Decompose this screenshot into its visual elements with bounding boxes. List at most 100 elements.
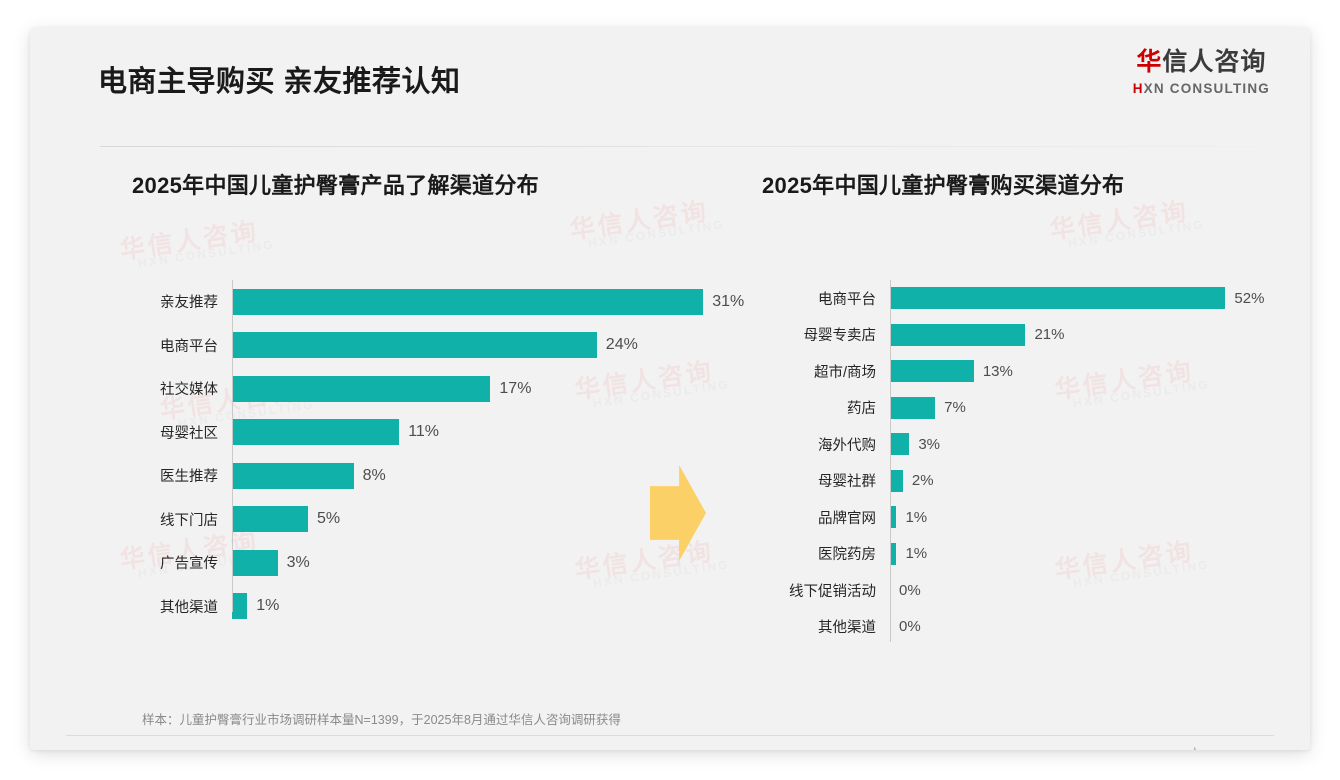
chart-category-label: 其他渠道 — [818, 620, 876, 637]
chart-bar — [232, 549, 278, 576]
chart-category-label: 品牌官网 — [818, 510, 876, 527]
chart-title-purchase: 2025年中国儿童护臀膏购买渠道分布 — [762, 173, 1125, 198]
chart-category-label: 电商平台 — [818, 291, 876, 308]
chart-value-label: 0% — [899, 618, 921, 636]
chart-value-label: 11% — [408, 423, 440, 441]
chart-value-label: 3% — [286, 553, 310, 571]
title-divider — [100, 146, 1275, 147]
chart-row: 母婴社区 11% — [102, 411, 672, 455]
chart-bar — [232, 419, 400, 446]
chart-category-label: 母婴社区 — [160, 425, 218, 442]
chart-bar-wrap: 3% — [890, 433, 1290, 456]
chart-row: 广告宣传 3% — [102, 541, 672, 585]
chart-row: 线下促销活动 0% — [730, 572, 1290, 609]
chart-category-label: 亲友推荐 — [160, 295, 218, 312]
chart-category-label: 医院药房 — [818, 547, 876, 564]
chart-panel-purchase: 2025年中国儿童护臀膏购买渠道分布 电商平台 52% 母婴专卖店 21% 超市/商场 1… — [730, 168, 1290, 645]
chart-bar-wrap: 2% — [890, 469, 1290, 492]
source-note: 样本：儿童护臀膏行业市场调研样本量N=1399，于2025年8月通过华信人咨询调… — [142, 713, 621, 727]
chart-bar — [890, 287, 1226, 310]
chart-row: 药店 7% — [730, 390, 1290, 427]
chart-bar-wrap: 8% — [232, 462, 672, 489]
chart-bar-wrap: 1% — [232, 593, 672, 620]
chart-bar — [232, 506, 308, 533]
chart-bar-wrap: 1% — [890, 542, 1290, 565]
chart-category-label: 社交媒体 — [160, 382, 218, 399]
chart-value-label: 21% — [1034, 326, 1065, 344]
chart-value-label: 8% — [362, 466, 386, 484]
chart-category-label: 广告宣传 — [160, 556, 218, 573]
chart-value-label: 13% — [982, 362, 1013, 380]
chart-bar-wrap: 1% — [890, 506, 1290, 529]
chart-bar-wrap: 13% — [890, 360, 1290, 383]
chart-value-label: 52% — [1234, 289, 1265, 307]
chart-row: 电商平台 52% — [730, 280, 1290, 317]
chart-axis-awareness — [232, 280, 233, 612]
chart-value-label: 7% — [944, 399, 966, 417]
brand-logo-en: HXN CONSULTING — [1133, 82, 1270, 96]
chart-bar — [232, 593, 248, 620]
copyright-text: ©2025.10 HXR华信人咨询 — [96, 746, 243, 750]
chart-bar — [232, 375, 491, 402]
chart-bar — [890, 506, 897, 529]
chart-bar-wrap: 21% — [890, 323, 1290, 346]
chart-category-label: 母婴社群 — [818, 474, 876, 491]
chart-bar-wrap: 5% — [232, 506, 672, 533]
chart-row: 母婴专卖店 21% — [730, 317, 1290, 354]
chart-row: 母婴社群 2% — [730, 463, 1290, 500]
chart-category-label: 药店 — [847, 401, 876, 418]
chart-plot-purchase: 电商平台 52% 母婴专卖店 21% 超市/商场 13% 药店 7% 海外代购 3% 母婴社群 2% 品… — [730, 280, 1290, 645]
chart-row: 其他渠道 1% — [102, 585, 672, 629]
chart-bar-wrap: 24% — [232, 332, 672, 359]
chart-row: 医院药房 1% — [730, 536, 1290, 573]
chart-bar-wrap: 7% — [890, 396, 1290, 419]
brand-logo-cn-rest: 信人咨询 — [1162, 48, 1267, 76]
chart-category-label: 母婴专卖店 — [803, 328, 877, 345]
chart-value-label: 0% — [899, 581, 921, 599]
chart-bar-wrap: 52% — [890, 287, 1290, 310]
slide-header: 电商主导购买 亲友推荐认知 华信人咨询 HXN CONSULTING — [30, 28, 1310, 120]
chart-category-label: 超市/商场 — [813, 364, 876, 381]
chart-value-label: 5% — [317, 510, 341, 528]
chart-row: 海外代购 3% — [730, 426, 1290, 463]
chart-row: 其他渠道 0% — [730, 609, 1290, 646]
chart-value-label: 1% — [256, 597, 280, 615]
brand-logo-en-highlight: H — [1132, 81, 1144, 96]
chart-row: 超市/商场 13% — [730, 353, 1290, 390]
chart-bar — [232, 332, 597, 359]
chart-category-label: 电商平台 — [160, 338, 218, 355]
chart-value-label: 17% — [499, 379, 532, 397]
chart-value-label: 2% — [911, 472, 934, 490]
chart-row: 医生推荐 8% — [102, 454, 672, 498]
chart-bar — [890, 542, 897, 565]
chart-row: 品牌官网 1% — [730, 499, 1290, 536]
chart-bar-wrap: 17% — [232, 375, 672, 402]
chart-category-label: 其他渠道 — [160, 599, 218, 616]
chart-title-awareness: 2025年中国儿童护臀膏产品了解渠道分布 — [132, 173, 539, 198]
chart-bar — [890, 469, 903, 492]
chart-bar-wrap: 11% — [232, 419, 672, 446]
chart-bar — [232, 288, 704, 315]
chart-value-label: 24% — [605, 336, 638, 354]
chart-bar-wrap: 3% — [232, 549, 672, 576]
chart-value-label: 31% — [712, 292, 745, 310]
chart-bar-wrap: 0% — [890, 579, 1290, 601]
chart-bar — [232, 462, 354, 489]
website-url[interactable]: www.hxrcon.com — [1164, 746, 1258, 750]
chart-bar — [890, 433, 910, 456]
chart-value-label: 3% — [918, 435, 941, 453]
chart-category-label: 医生推荐 — [160, 469, 218, 486]
chart-row: 亲友推荐 31% — [102, 280, 744, 324]
chart-bar-wrap: 31% — [232, 288, 745, 315]
chart-category-label: 线下促销活动 — [789, 583, 876, 600]
chart-bar — [890, 360, 974, 383]
page-title: 电商主导购买 亲友推荐认知 — [98, 66, 461, 98]
footer-divider — [66, 735, 1274, 736]
brand-logo-cn: 华信人咨询 — [1133, 50, 1270, 75]
chart-category-label: 海外代购 — [818, 437, 876, 454]
chart-value-label: 1% — [905, 545, 928, 563]
chart-row: 社交媒体 17% — [102, 367, 672, 411]
chart-axis-purchase — [890, 280, 891, 642]
chart-bar-wrap: 0% — [890, 616, 1290, 638]
chart-row: 电商平台 24% — [102, 324, 672, 368]
